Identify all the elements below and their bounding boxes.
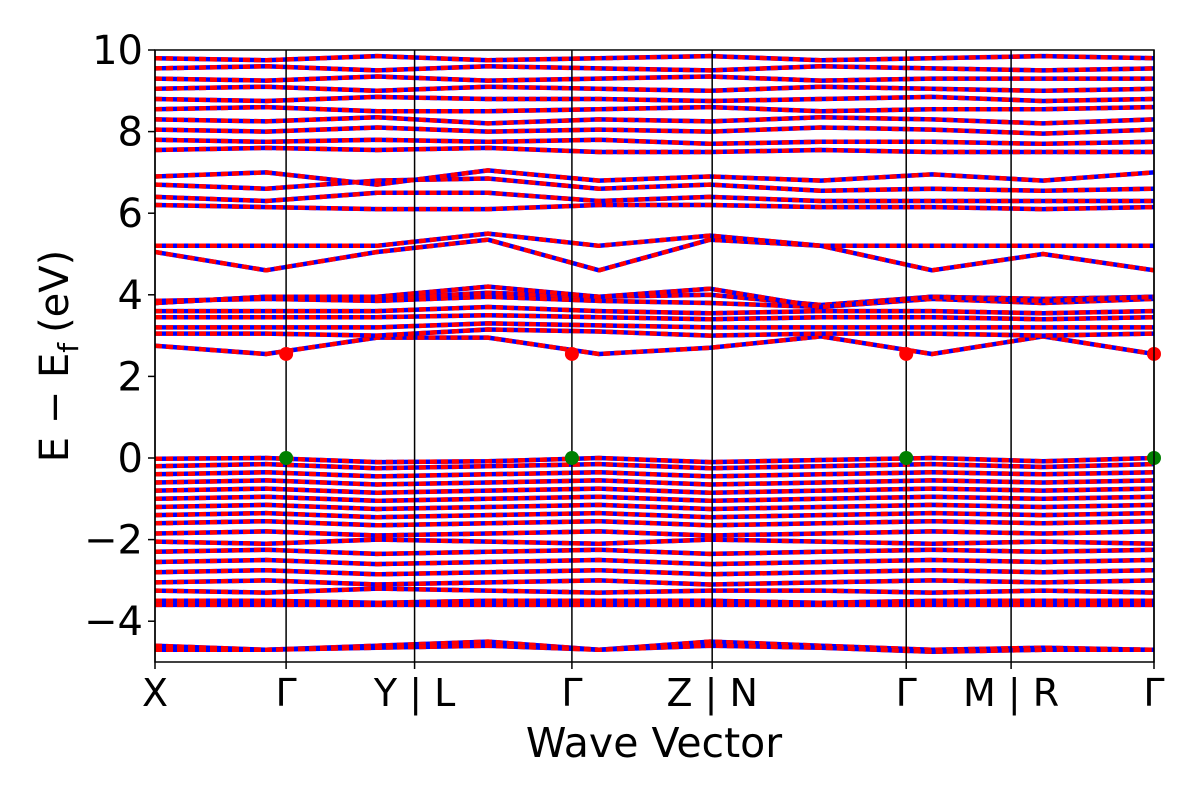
- band-line-spin-a: [155, 74, 1154, 83]
- band-line-spin-a: [155, 470, 1154, 479]
- vbm-marker: [564, 451, 579, 465]
- y-axis-ticks: −4 −2 0 2 4 6 8 10: [84, 28, 155, 645]
- band-line-spin-a: [155, 567, 1154, 577]
- band-edge-markers: [279, 346, 1161, 465]
- band-line-spin-a: [155, 304, 1154, 316]
- band-line-spin-a: [155, 537, 1154, 546]
- y-tick-label: 8: [118, 110, 143, 156]
- cbm-marker: [279, 346, 294, 361]
- band-line-spin-a: [155, 53, 1154, 63]
- y-axis-label-main: E − E: [32, 353, 78, 463]
- y-tick-label: 4: [118, 273, 143, 319]
- band-line-spin-a: [155, 327, 1154, 338]
- y-tick-label: 10: [92, 28, 143, 74]
- band-line-spin-a: [155, 494, 1154, 504]
- y-tick-label: −2: [84, 518, 143, 564]
- x-axis-label: Wave Vector: [526, 719, 782, 767]
- band-line-spin-a: [155, 237, 1154, 273]
- band-line-spin-a: [155, 284, 1154, 310]
- x-tick-label: Γ: [561, 671, 582, 715]
- band-line-spin-b: [155, 334, 1154, 357]
- x-tick-label: Z | N: [666, 671, 757, 716]
- vbm-marker: [899, 451, 914, 465]
- x-tick-label: Γ: [896, 671, 917, 715]
- bands-layer: [155, 53, 1154, 655]
- y-axis-label-group: E − Ef (eV): [32, 250, 85, 463]
- band-line-spin-a: [155, 518, 1154, 528]
- cbm-marker: [899, 346, 914, 361]
- band-line-spin-a: [155, 104, 1154, 114]
- band-line-spin-a: [155, 510, 1154, 520]
- x-tick-label: Γ: [1143, 671, 1164, 715]
- cbm-marker: [564, 346, 579, 361]
- band-line-spin-a: [155, 125, 1154, 136]
- band-line-spin-a: [155, 557, 1154, 567]
- x-tick-label: Γ: [276, 671, 297, 715]
- x-tick-label: Y | L: [373, 671, 455, 716]
- y-tick-label: 6: [118, 191, 143, 237]
- band-line-spin-a: [155, 145, 1154, 155]
- band-line-spin-a: [155, 168, 1154, 187]
- band-line-spin-a: [155, 455, 1154, 465]
- x-axis-ticks: X Γ Y | L Γ Z | N Γ M | R Γ: [142, 662, 1165, 716]
- band-line-spin-a: [155, 231, 1154, 249]
- band-line-spin-a: [155, 643, 1154, 655]
- band-line-spin-a: [155, 115, 1154, 126]
- band-line-spin-a: [155, 334, 1154, 357]
- band-line-spin-a: [155, 578, 1154, 587]
- y-axis-label: E − Ef (eV): [32, 250, 85, 463]
- band-line-spin-a: [155, 502, 1154, 512]
- x-tick-label: M | R: [963, 671, 1059, 716]
- band-line-spin-a: [155, 94, 1154, 104]
- band-line-spin-a: [155, 202, 1154, 212]
- band-line-spin-a: [155, 312, 1154, 322]
- vbm-marker: [279, 451, 294, 465]
- band-line-spin-a: [155, 598, 1154, 606]
- band-line-spin-a: [155, 486, 1154, 495]
- band-line-spin-a: [155, 586, 1154, 595]
- y-axis-label-subscript: f: [52, 342, 85, 353]
- band-line-spin-a: [155, 461, 1154, 471]
- band-line-spin-a: [155, 321, 1154, 330]
- band-line-spin-a: [155, 84, 1154, 94]
- y-tick-label: 2: [118, 354, 143, 400]
- band-line-spin-a: [155, 64, 1154, 73]
- band-line-spin-a: [155, 190, 1154, 204]
- plot-frame: [154, 49, 1155, 663]
- band-line-spin-a: [155, 529, 1154, 538]
- band-line-spin-a: [155, 478, 1154, 487]
- y-tick-label: 0: [118, 436, 143, 482]
- x-tick-label: X: [142, 671, 168, 715]
- band-line-spin-a: [155, 176, 1154, 194]
- band-line-spin-a: [155, 547, 1154, 557]
- y-axis-label-unit: (eV): [32, 250, 78, 333]
- y-tick-label: −4: [84, 599, 143, 645]
- band-line-spin-a: [155, 137, 1154, 147]
